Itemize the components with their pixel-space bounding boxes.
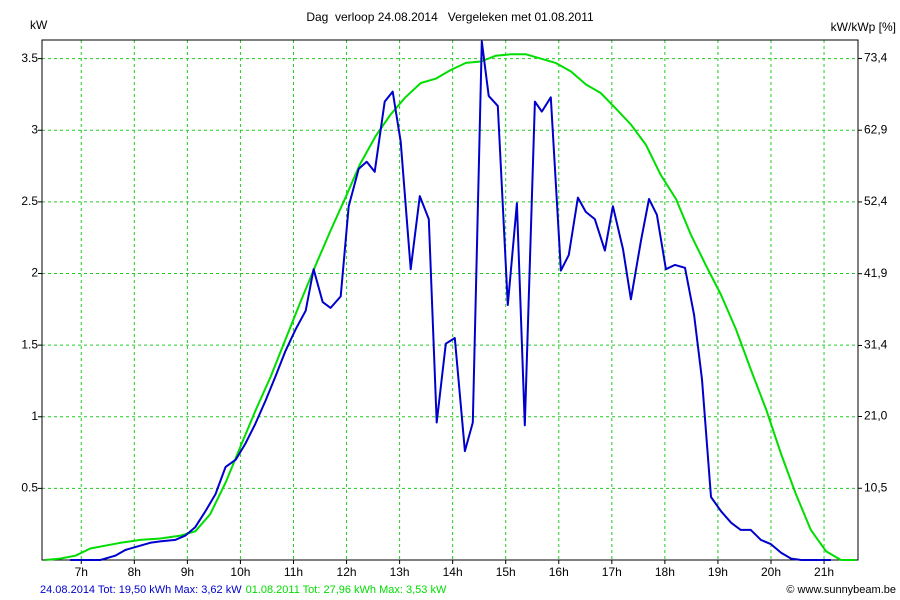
legend-entry: 01.08.2011 Tot: 27,96 kWh Max: 3,53 kW [246, 584, 447, 596]
y-tick-label: 0.5 [21, 481, 38, 495]
series-line [70, 40, 831, 561]
y2-tick-label: 73,4 [864, 51, 888, 65]
x-tick-label: 18h [655, 565, 675, 579]
y-axis-label: kW [30, 18, 48, 32]
y2-tick-label: 31,4 [864, 338, 888, 352]
x-tick-label: 16h [549, 565, 569, 579]
x-tick-label: 7h [75, 565, 88, 579]
x-tick-label: 14h [443, 565, 463, 579]
plot-area [42, 40, 858, 560]
x-tick-label: 17h [602, 565, 622, 579]
y-tick-label: 2 [31, 266, 38, 280]
x-tick-label: 9h [181, 565, 194, 579]
y2-tick-label: 41,9 [864, 266, 888, 280]
y-tick-label: 2.5 [21, 194, 38, 208]
plot-border [41, 39, 859, 561]
credit: © www.sunnybeam.be [786, 584, 896, 596]
x-tick-label: 21h [814, 565, 834, 579]
x-tick-label: 12h [337, 565, 357, 579]
y-tick-label: 1 [31, 409, 38, 423]
y-tick-label: 3.5 [21, 51, 38, 65]
y-tick-label: 1.5 [21, 337, 38, 351]
series-line [45, 53, 856, 561]
x-tick-label: 15h [496, 565, 516, 579]
chart-title: Dag verloop 24.08.2014 Vergeleken met 01… [306, 10, 594, 24]
y2-tick-label: 62,9 [864, 122, 888, 136]
x-tick-label: 11h [284, 565, 303, 579]
y2-tick-label: 21,0 [864, 409, 888, 423]
x-tick-label: 10h [230, 565, 250, 579]
x-tick-label: 19h [708, 565, 728, 579]
y2-tick-label: 10,5 [864, 480, 888, 494]
x-tick-label: 8h [128, 565, 141, 579]
y2-tick-label: 52,4 [864, 194, 888, 208]
y2-axis-label: kW/kWp [%] [831, 20, 896, 34]
x-tick-label: 13h [390, 565, 410, 579]
legend-entry: 24.08.2014 Tot: 19,50 kWh Max: 3,62 kW [40, 584, 242, 596]
x-tick-label: 20h [761, 565, 781, 579]
legend: 24.08.2014 Tot: 19,50 kWh Max: 3,62 kW 01… [40, 584, 447, 596]
y-tick-label: 3 [31, 122, 38, 136]
